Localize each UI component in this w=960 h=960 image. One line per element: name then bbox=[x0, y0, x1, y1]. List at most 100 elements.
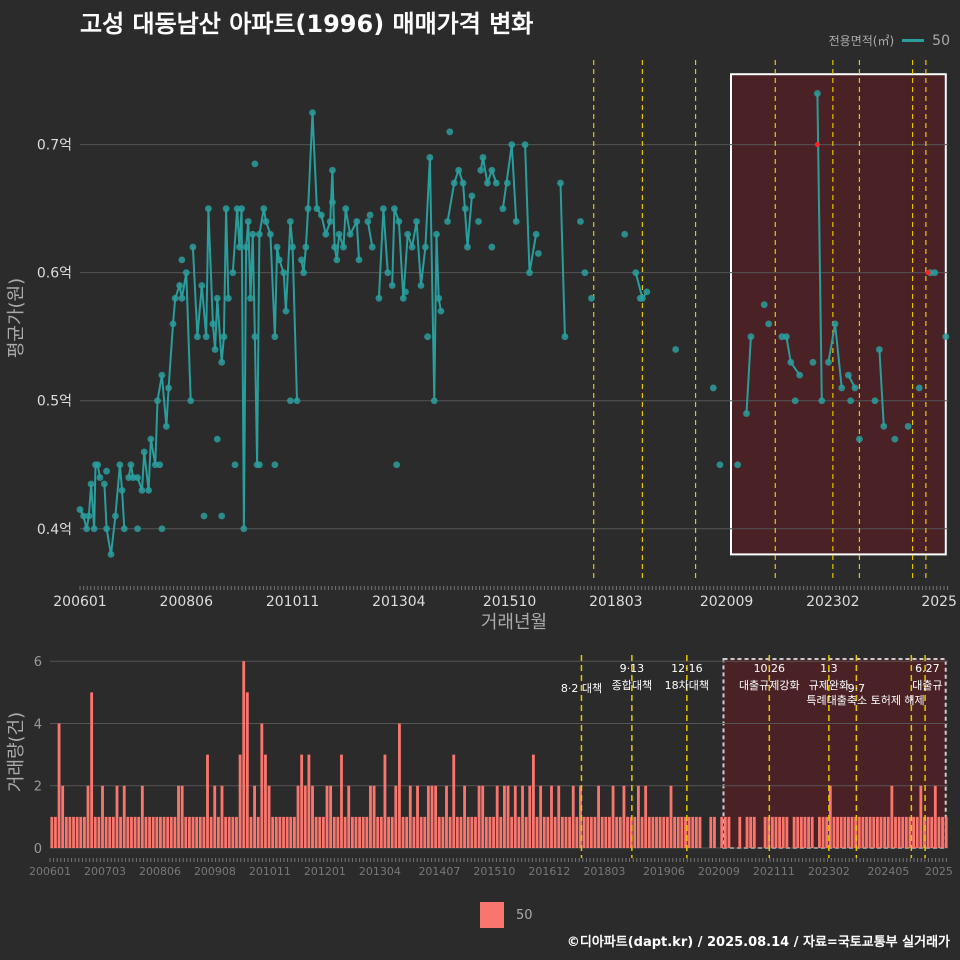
bar bbox=[651, 816, 655, 848]
bar bbox=[676, 816, 680, 848]
bar bbox=[879, 816, 883, 848]
bar bbox=[307, 754, 311, 848]
series-line-50 bbox=[377, 208, 389, 299]
bar bbox=[528, 785, 532, 848]
data-point bbox=[521, 141, 529, 149]
x-tick-label: 200908 bbox=[194, 865, 236, 878]
bar bbox=[941, 816, 944, 848]
data-point bbox=[189, 243, 197, 251]
legend-bar-swatch bbox=[480, 902, 504, 928]
x-tick-label: 200601 bbox=[29, 865, 71, 878]
data-point bbox=[747, 333, 755, 341]
bar bbox=[633, 816, 637, 848]
bar bbox=[524, 816, 528, 848]
bar bbox=[506, 785, 510, 848]
data-point bbox=[479, 154, 487, 161]
data-point bbox=[138, 486, 146, 494]
bar bbox=[111, 816, 115, 848]
data-point bbox=[844, 371, 852, 379]
data-point bbox=[588, 294, 595, 302]
data-point bbox=[464, 243, 471, 251]
x-tick-label: 200806 bbox=[160, 594, 214, 610]
data-point bbox=[171, 294, 179, 302]
data-point bbox=[302, 243, 310, 251]
bar bbox=[923, 816, 926, 848]
bar bbox=[50, 816, 54, 848]
data-point bbox=[231, 461, 239, 469]
bar bbox=[336, 816, 340, 848]
data-point bbox=[240, 525, 248, 533]
data-point bbox=[158, 525, 166, 533]
data-point bbox=[404, 230, 412, 238]
bar bbox=[875, 816, 879, 848]
bar bbox=[177, 785, 180, 848]
data-point bbox=[182, 269, 190, 277]
data-point bbox=[83, 525, 91, 533]
y-tick-label: 0.6억 bbox=[37, 266, 72, 282]
data-point bbox=[424, 333, 432, 341]
bar bbox=[300, 754, 304, 848]
series-line-50 bbox=[878, 349, 885, 427]
bar bbox=[350, 816, 354, 848]
data-point bbox=[147, 435, 155, 443]
data-point bbox=[222, 205, 230, 213]
bar bbox=[767, 816, 771, 848]
data-point bbox=[499, 205, 507, 213]
data-point bbox=[280, 269, 288, 277]
x-tick-label: 202009 bbox=[700, 594, 753, 610]
bar bbox=[151, 816, 155, 848]
policy-text-label: 종합대책 bbox=[612, 679, 652, 692]
bar bbox=[723, 816, 727, 848]
policy-date-label: 1.3 bbox=[820, 662, 838, 675]
bar bbox=[184, 816, 188, 848]
data-point bbox=[154, 397, 161, 405]
data-point bbox=[218, 358, 226, 366]
data-point bbox=[787, 358, 795, 366]
bar bbox=[550, 785, 553, 848]
bar bbox=[79, 816, 83, 848]
bar bbox=[521, 785, 524, 848]
data-point bbox=[213, 294, 221, 302]
series-line-50 bbox=[524, 144, 538, 273]
data-point bbox=[395, 218, 403, 225]
data-point bbox=[379, 205, 387, 213]
bar bbox=[832, 816, 836, 848]
data-point bbox=[282, 307, 290, 315]
bar bbox=[557, 785, 561, 848]
data-point bbox=[120, 525, 128, 533]
bar bbox=[383, 754, 387, 848]
bar bbox=[202, 816, 206, 848]
bar bbox=[97, 816, 101, 848]
bar bbox=[343, 816, 347, 848]
x-tick-label: 2025 bbox=[925, 865, 953, 878]
bar bbox=[600, 816, 604, 848]
x-tick-label: 202302 bbox=[808, 865, 850, 878]
data-point bbox=[368, 243, 376, 251]
bar bbox=[571, 785, 575, 848]
bar bbox=[256, 816, 260, 848]
data-point bbox=[437, 307, 445, 315]
data-point bbox=[825, 358, 832, 366]
legend-top: 전용면적(㎡) 50 bbox=[829, 32, 950, 49]
data-point bbox=[178, 256, 186, 264]
bar bbox=[209, 816, 213, 848]
policy-date-label: 12·16 bbox=[671, 662, 703, 675]
policy-text-label: 18차대책 bbox=[665, 679, 709, 692]
bar bbox=[669, 785, 673, 848]
bar bbox=[680, 816, 684, 848]
data-point bbox=[340, 243, 347, 251]
data-point bbox=[342, 205, 350, 213]
series-line-50 bbox=[559, 182, 566, 337]
data-point bbox=[331, 243, 339, 251]
bar bbox=[191, 816, 195, 848]
data-point bbox=[561, 333, 569, 341]
bar bbox=[119, 816, 123, 848]
data-point bbox=[526, 269, 533, 277]
bar bbox=[293, 816, 296, 848]
bar bbox=[166, 816, 170, 848]
data-point bbox=[632, 269, 640, 277]
y-tick-label: 0.7억 bbox=[37, 138, 72, 154]
bar bbox=[778, 816, 782, 848]
data-point bbox=[220, 333, 228, 341]
bar bbox=[546, 816, 550, 848]
